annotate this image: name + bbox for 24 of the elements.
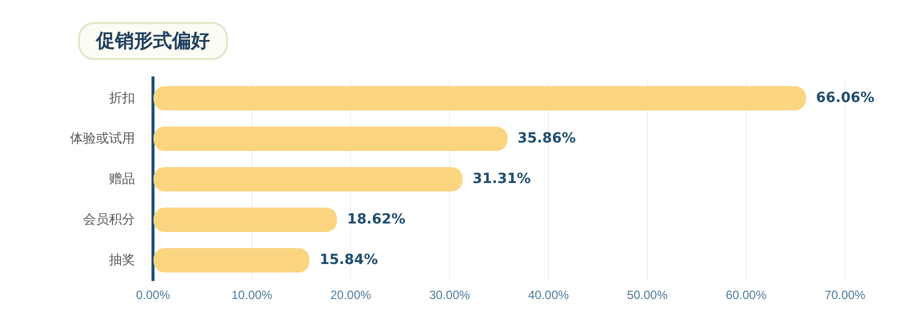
x-tick-label: 50.00% <box>626 288 668 302</box>
bar <box>154 126 508 151</box>
data-label: 35.86% <box>518 130 576 146</box>
y-tick-label: 赠品 <box>109 170 135 186</box>
bar <box>154 86 806 110</box>
data-label: 15.84% <box>320 252 378 268</box>
data-label: 31.31% <box>472 170 531 187</box>
bar <box>154 167 463 192</box>
x-tick-label: 20.00% <box>330 288 372 302</box>
x-tick-label: 40.00% <box>528 288 570 302</box>
data-label: 66.06% <box>816 90 874 106</box>
x-tick-label: 30.00% <box>429 288 470 302</box>
x-tick-label: 0.00% <box>136 288 170 302</box>
x-tick-label: 70.00% <box>824 288 866 302</box>
data-label: 18.62% <box>347 211 406 228</box>
y-tick-label: 抽奖 <box>109 252 135 267</box>
x-tick-label: 60.00% <box>726 288 767 302</box>
y-tick-label: 折扣 <box>109 90 135 105</box>
bar <box>154 248 310 272</box>
bar <box>154 208 338 232</box>
y-tick-label: 会员积分 <box>83 211 135 226</box>
y-tick-label: 体验或试用 <box>70 130 135 146</box>
x-tick-label: 10.00% <box>232 288 273 302</box>
chart-title: 促销形式偏好 <box>78 22 228 60</box>
